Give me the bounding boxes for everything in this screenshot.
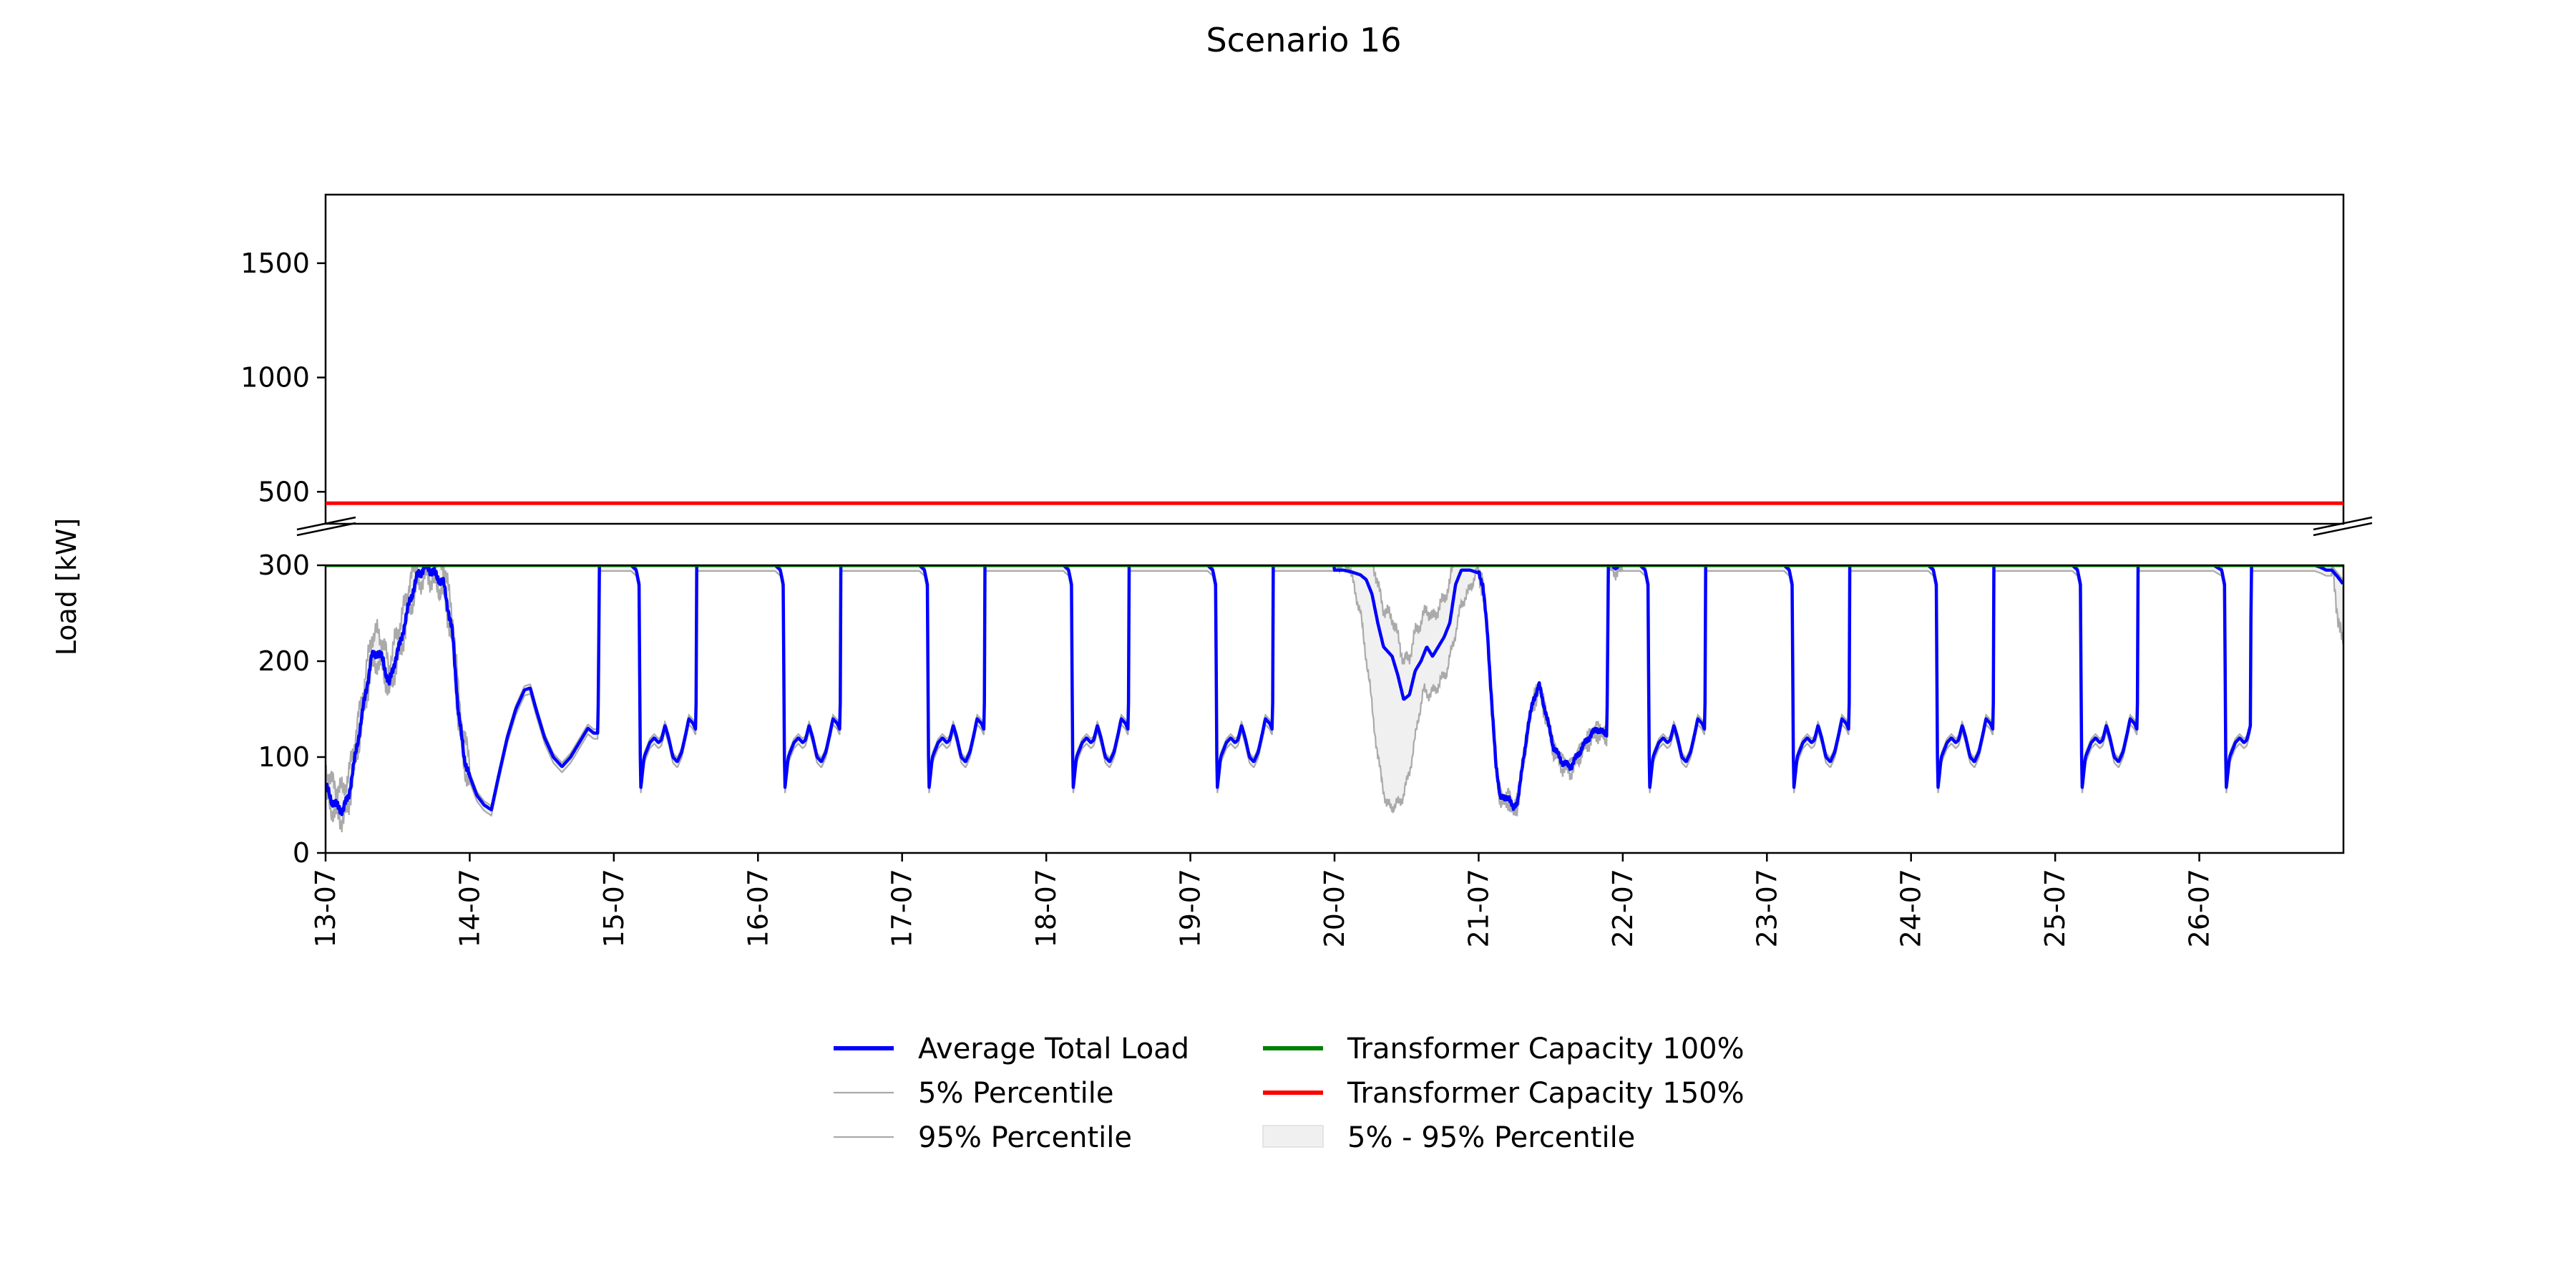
break-mark-left-upper (296, 516, 356, 531)
x-tick-label: 21-07 (1463, 869, 1494, 947)
chart-legend: Average Total Load 5% Percentile 95% Perce… (834, 1033, 1745, 1154)
upper-y-ticks: 500 1000 1500 (240, 248, 326, 507)
x-tick-label: 26-07 (2184, 869, 2215, 947)
break-mark-right-lower (2313, 522, 2373, 537)
p95-percentile-line (326, 565, 2343, 811)
upper-panel: 500 1000 1500 (240, 193, 2345, 525)
break-mark-left-lower (296, 522, 356, 537)
legend-label: Average Total Load (918, 1033, 1189, 1065)
axis-break-marks (296, 516, 2373, 537)
legend-item: Average Total Load (834, 1033, 1189, 1065)
x-tick-label: 18-07 (1030, 869, 1062, 947)
legend-label: Transformer Capacity 150% (1347, 1077, 1745, 1110)
y-tick-label: 0 (293, 837, 310, 869)
y-tick-label: 300 (258, 550, 310, 581)
average-total-load-line (326, 565, 2343, 816)
legend-item: 95% Percentile (834, 1121, 1132, 1154)
y-axis-label: Load [kW] (51, 518, 82, 655)
break-mark-right-upper (2313, 516, 2373, 531)
x-tick-label: 17-07 (887, 869, 918, 947)
x-axis-ticks: 13-07 14-07 15-07 16-07 17-07 18-07 19-07 20-07… (310, 853, 2215, 947)
legend-label: Transformer Capacity 100% (1347, 1033, 1745, 1065)
y-tick-label: 100 (258, 741, 310, 773)
percentile-band (326, 565, 2343, 833)
x-tick-label: 19-07 (1175, 869, 1206, 947)
x-tick-label: 22-07 (1607, 869, 1639, 947)
chart-title: Scenario 16 (1206, 21, 1401, 59)
x-tick-label: 20-07 (1319, 869, 1350, 947)
legend-item: 5% - 95% Percentile (1262, 1121, 1635, 1154)
x-tick-label: 16-07 (742, 869, 774, 947)
p5-percentile-line (326, 565, 2343, 833)
legend-label: 95% Percentile (918, 1121, 1132, 1154)
x-tick-label: 23-07 (1751, 869, 1782, 947)
lower-panel-frame (324, 564, 2345, 854)
x-tick-label: 24-07 (1896, 869, 1927, 947)
legend-swatch (1262, 1125, 1324, 1148)
x-tick-label: 15-07 (598, 869, 630, 947)
upper-panel-frame (324, 193, 2345, 525)
legend-item: Transformer Capacity 150% (1263, 1077, 1745, 1110)
legend-label: 5% - 95% Percentile (1347, 1121, 1635, 1154)
legend-item: Transformer Capacity 100% (1263, 1033, 1745, 1065)
y-tick-label: 1000 (240, 362, 310, 394)
x-tick-label: 14-07 (454, 869, 485, 947)
y-tick-label: 1500 (240, 248, 310, 279)
lower-panel: 0 100 200 300 13-07 14-07 15-07 16-07 17-07 18-0… (258, 550, 2345, 947)
legend-item: 5% Percentile (834, 1077, 1114, 1110)
legend-label: 5% Percentile (918, 1077, 1114, 1110)
y-tick-label: 500 (258, 476, 310, 507)
lower-y-ticks: 0 100 200 300 (258, 550, 326, 869)
x-tick-label: 13-07 (310, 869, 341, 947)
x-tick-label: 25-07 (2039, 869, 2071, 947)
y-tick-label: 200 (258, 645, 310, 677)
